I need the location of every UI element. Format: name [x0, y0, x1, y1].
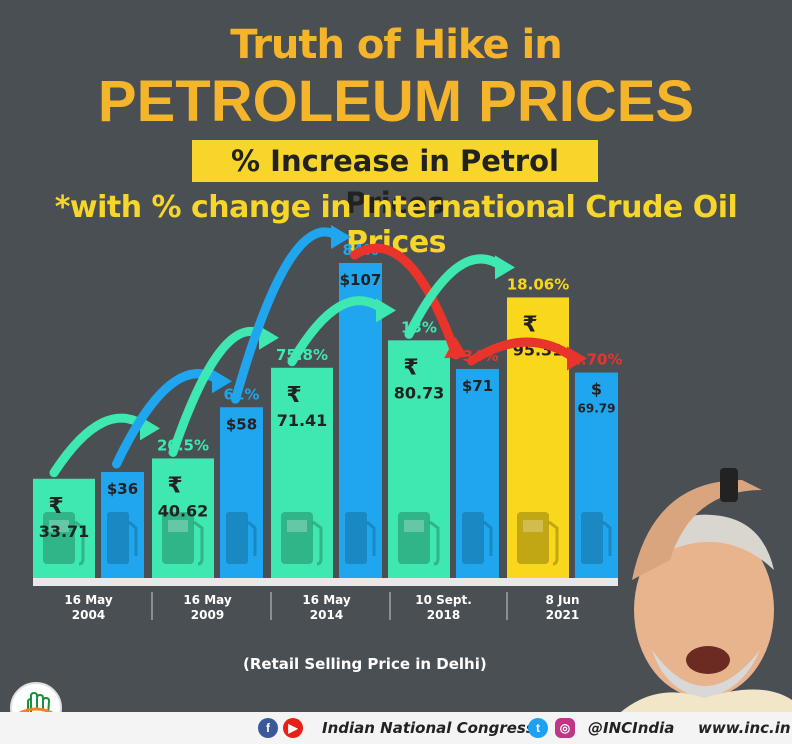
category-label: 2004: [72, 608, 105, 622]
x-axis-label: (Retail Selling Price in Delhi): [243, 655, 487, 673]
rupee-symbol: ₹: [403, 355, 418, 380]
fuel-pump-hose: [429, 520, 440, 566]
category-label: 2021: [546, 608, 579, 622]
category-label: 2018: [427, 608, 460, 622]
person-arm: [632, 480, 762, 580]
crude-bar: [220, 407, 263, 578]
category-label: 16 May: [302, 593, 351, 607]
petrol-pct-label: 20.5%: [157, 436, 209, 454]
person-head: [634, 522, 774, 698]
rupee-symbol: ₹: [167, 473, 182, 498]
title-line1: Truth of Hike in: [230, 22, 562, 68]
petrol-change-arrow: [404, 254, 508, 339]
petrol-change-arrow-head: [495, 255, 515, 280]
hand-icon: [27, 691, 51, 726]
petrol-bar: [271, 367, 333, 578]
crude-change-arrow-head: [567, 346, 587, 371]
petrol-change-arrow: [287, 296, 389, 367]
crude-change-arrow: [467, 337, 580, 366]
crude-bar: [456, 368, 499, 578]
crude-change-arrow-head: [212, 369, 232, 394]
category-label: 16 May: [64, 593, 113, 607]
petrol-bar: [33, 478, 95, 578]
fuel-pump-icon: [107, 512, 129, 564]
petrol-value-label: 80.73: [394, 383, 445, 402]
twitter-icon[interactable]: t: [528, 718, 548, 738]
fuel-pump-hose: [602, 520, 612, 556]
footer-handle[interactable]: @INCIndia: [588, 719, 675, 737]
category-label: 2009: [191, 608, 224, 622]
fuel-pump-icon: [281, 512, 313, 564]
petrol-value-label: 71.41: [277, 411, 328, 430]
crude-change-arrow-head: [444, 336, 468, 359]
petrol-pct-label: 18.06%: [507, 275, 569, 293]
fuel-pump-icon: [462, 512, 484, 564]
fuel-pump-icon: [162, 512, 194, 564]
fuel-pump-icon: [517, 512, 549, 564]
crude-value-label: $58: [226, 415, 257, 433]
rupee-symbol: ₹: [286, 383, 301, 408]
footer-bar: f ▶ Indian National Congress t ◎ @INCInd…: [0, 712, 792, 744]
fuel-pump-icon: [398, 512, 430, 564]
crude-note: *with % change in International Crude Oi…: [54, 190, 738, 260]
fuel-pump-screen: [49, 520, 69, 532]
watch-icon: [720, 468, 738, 502]
fuel-pump-icon: [581, 512, 603, 564]
person-beard: [652, 650, 760, 698]
petrol-change-arrow-head: [140, 416, 160, 441]
fuel-pump-icon: [226, 512, 248, 564]
title-line2: PETROLEUM PRICES: [97, 69, 695, 134]
subtitle-box: % Increase in Petrol Prices: [192, 140, 598, 220]
fuel-pump-icon: [43, 512, 75, 564]
crude-value-label: $: [591, 380, 602, 399]
x-axis-strip: [33, 578, 618, 586]
fuel-pump-hose: [366, 520, 376, 556]
crude-change-arrow-head: [331, 225, 351, 249]
fuel-pump-screen: [168, 520, 188, 532]
crude-bar: [339, 263, 382, 578]
fuel-pump-screen: [404, 520, 424, 532]
petrol-bar: [152, 458, 214, 578]
petrol-change-arrow-head: [376, 298, 396, 323]
fuel-pump-hose: [483, 520, 493, 556]
fuel-pump-screen: [287, 520, 307, 532]
person-illustration: [612, 468, 792, 720]
person-mouth: [686, 646, 730, 674]
crude-value-label: $36: [107, 480, 138, 498]
rupee-symbol: ₹: [522, 312, 537, 337]
footer-website[interactable]: www.inc.in: [698, 719, 791, 737]
instagram-icon[interactable]: ◎: [555, 718, 575, 738]
fuel-pump-hose: [128, 520, 138, 556]
crude-bar: [575, 372, 618, 578]
footer-org: Indian National Congress: [322, 719, 535, 737]
crude-change-arrow: [231, 227, 344, 404]
petrol-value-label: 40.62: [158, 501, 209, 520]
facebook-icon[interactable]: f: [258, 718, 278, 738]
youtube-icon[interactable]: ▶: [283, 718, 303, 738]
fuel-pump-hose: [247, 520, 257, 556]
fuel-pump-hose: [548, 520, 559, 566]
crude-value-label: $107: [340, 271, 382, 289]
petrol-value-label: 33.71: [39, 522, 90, 541]
fuel-pump-hose: [193, 520, 204, 566]
crude-pct-label: 1.70%: [570, 351, 622, 369]
crude-value-label: $71: [462, 377, 493, 395]
petrol-change-arrow-head: [259, 325, 279, 350]
fuel-pump-icon: [345, 512, 367, 564]
crude-change-arrow: [350, 243, 461, 360]
crude-value-label: 69.79: [578, 402, 616, 416]
fuel-pump-screen: [523, 520, 543, 532]
crude-bar: [101, 472, 144, 578]
rupee-symbol: ₹: [48, 494, 63, 519]
fuel-pump-hose: [312, 520, 323, 566]
category-label: 10 Sept.: [415, 593, 472, 607]
petrol-bar: [388, 340, 450, 578]
category-label: 16 May: [183, 593, 232, 607]
category-label: 8 Jun: [545, 593, 579, 607]
fuel-pump-hose: [74, 520, 85, 566]
category-label: 2014: [310, 608, 343, 622]
